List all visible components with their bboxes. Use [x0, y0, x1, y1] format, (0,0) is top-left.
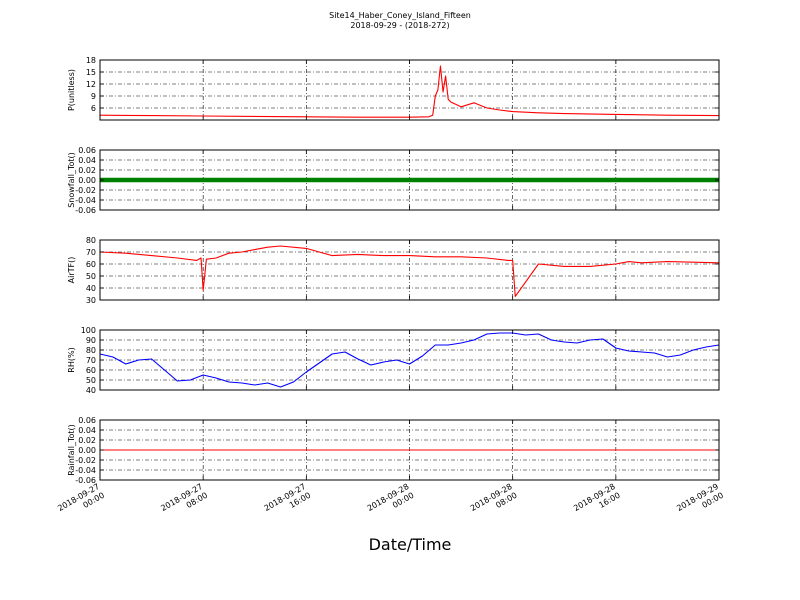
y-tick-label: 60: [86, 366, 96, 375]
y-tick-label: 6: [91, 104, 96, 113]
y-tick-label: 0.00: [78, 446, 96, 455]
y-tick-label: 0.06: [78, 416, 96, 425]
y-tick-label: -0.02: [75, 456, 96, 465]
panels-group: 69121518P(unitless)-0.06-0.04-0.020.000.…: [67, 56, 720, 485]
series-line: [99, 245, 720, 297]
y-tick-label: -0.06: [75, 206, 96, 215]
y-tick-label: 12: [86, 80, 96, 89]
y-tick-label: 0.00: [78, 176, 96, 185]
y-tick-label: -0.04: [75, 466, 96, 475]
y-tick-label: 80: [86, 236, 96, 245]
y-tick-label: 30: [86, 296, 96, 305]
y-tick-label: 70: [86, 248, 96, 257]
y-axis-label: AirTF(): [67, 257, 76, 284]
y-tick-label: 70: [86, 356, 96, 365]
y-tick-label: -0.04: [75, 196, 96, 205]
chart-title: Site14_Haber_Coney_Island_Fifteen: [329, 11, 471, 20]
panel-4: -0.06-0.04-0.020.000.020.040.06Rainfall_…: [67, 416, 720, 485]
y-tick-label: 9: [91, 92, 96, 101]
y-axis-label: Rainfall_Tot(): [67, 424, 76, 476]
series-line: [99, 65, 720, 118]
x-axis-title: Date/Time: [369, 535, 452, 554]
y-axis-label: P(unitless): [67, 69, 76, 111]
y-tick-label: 100: [81, 326, 96, 335]
chart-subtitle: 2018-09-29 - (2018-272): [350, 21, 450, 30]
y-tick-label: 0.04: [78, 156, 96, 165]
panel-1: -0.06-0.04-0.020.000.020.040.06Snowfall_…: [67, 146, 720, 215]
y-tick-label: 0.02: [78, 166, 96, 175]
y-tick-label: 50: [86, 376, 96, 385]
y-tick-label: 40: [86, 284, 96, 293]
panel-2: 30 40 50 60 70 80 AirTF(): [67, 236, 720, 305]
y-tick-label: -0.02: [75, 186, 96, 195]
y-tick-label: 0.02: [78, 436, 96, 445]
y-tick-label: 40: [86, 386, 96, 395]
y-tick-label: -0.06: [75, 476, 96, 485]
y-tick-label: 18: [86, 56, 96, 65]
y-tick-label: 80: [86, 346, 96, 355]
y-tick-label: 0.06: [78, 146, 96, 155]
series-line: [99, 332, 720, 388]
y-axis-label: Snowfall_Tot(): [67, 152, 76, 208]
y-tick-label: 90: [86, 336, 96, 345]
y-tick-label: 15: [86, 68, 96, 77]
y-axis-label: RH(%): [67, 347, 76, 372]
y-tick-label: 0.04: [78, 426, 96, 435]
panel-0: 6 9 12 15 18 P(unitless): [67, 56, 720, 121]
y-tick-label: 60: [86, 260, 96, 269]
y-tick-label: 50: [86, 272, 96, 281]
